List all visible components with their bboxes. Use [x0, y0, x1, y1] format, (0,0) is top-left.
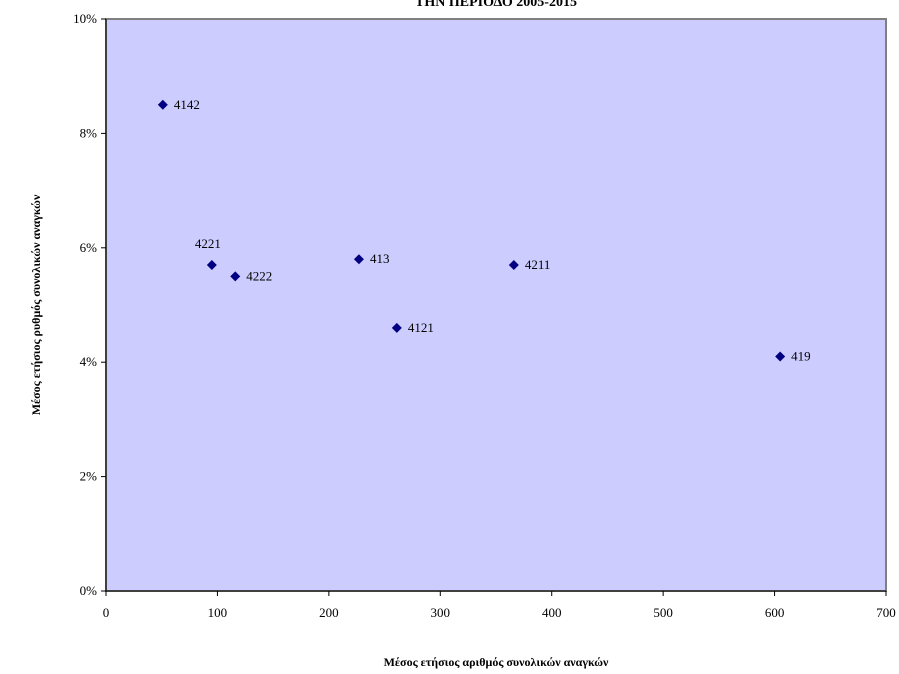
data-points: 4142 4221 4222 413 4121 4211 419: [157, 97, 811, 363]
data-point-label: 419: [791, 348, 811, 363]
y-axis: 0% 2% 4% 6% 8% 10%: [73, 11, 107, 598]
chart-title: ΤΗΝ ΠΕΡΙΟΔΟ 2005-2015: [415, 0, 577, 10]
x-axis: 0 100 200 300 400 500 600 700: [103, 590, 896, 620]
y-tick-label: 10%: [73, 11, 97, 26]
data-point-label: 4221: [195, 236, 221, 251]
data-point-label: 4222: [246, 268, 272, 283]
data-point-marker: [508, 259, 519, 270]
x-tick-label: 300: [431, 605, 451, 620]
data-point-label: 4142: [174, 97, 200, 112]
x-tick-label: 400: [542, 605, 562, 620]
y-tick-label: 4%: [80, 354, 98, 369]
data-point-marker: [157, 99, 168, 110]
data-point-marker: [391, 322, 402, 333]
y-tick-label: 0%: [80, 583, 98, 598]
x-tick-label: 100: [208, 605, 228, 620]
data-point-marker: [230, 271, 241, 282]
x-tick-label: 600: [765, 605, 785, 620]
data-point-label: 4121: [408, 320, 434, 335]
x-tick-label: 0: [103, 605, 110, 620]
x-axis-title: Μέσος ετήσιος αριθμός συνολικών αναγκών: [384, 655, 609, 669]
y-tick-label: 6%: [80, 240, 98, 255]
data-point-marker: [775, 351, 786, 362]
y-tick-label: 8%: [80, 125, 98, 140]
y-axis-title: Μέσος ετήσιος ρυθμός συνολικών αναγκών: [29, 194, 43, 415]
data-point-marker: [206, 259, 217, 270]
x-tick-label: 200: [319, 605, 339, 620]
y-tick-label: 2%: [80, 469, 98, 484]
data-point-label: 413: [370, 251, 390, 266]
x-tick-label: 500: [653, 605, 673, 620]
data-point-label: 4211: [525, 257, 551, 272]
data-point-marker: [353, 254, 364, 265]
plot-area: [105, 18, 887, 592]
x-tick-label: 700: [876, 605, 896, 620]
